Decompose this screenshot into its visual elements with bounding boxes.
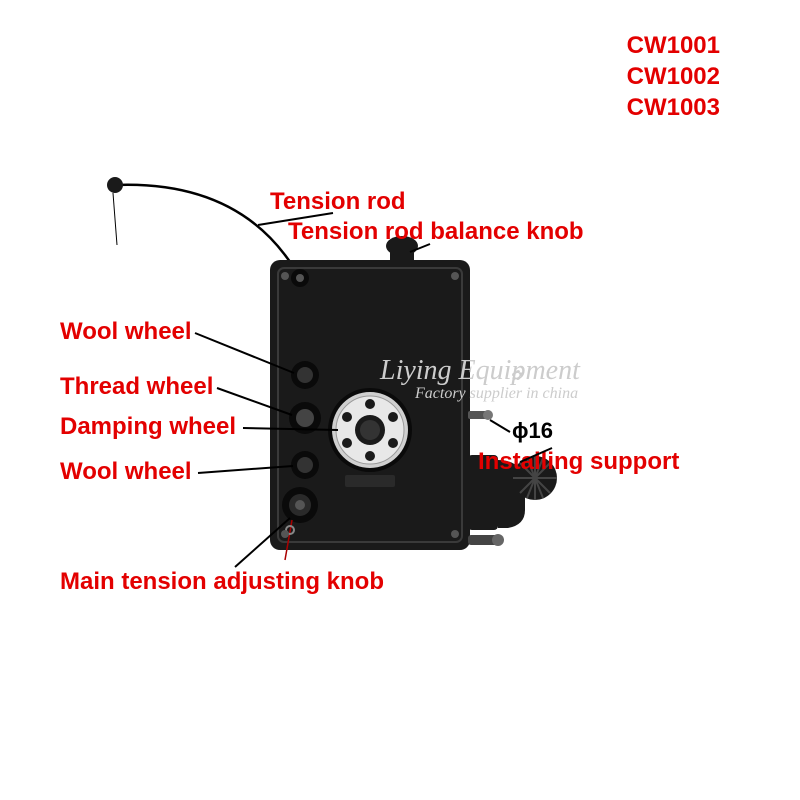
rod-end-guide xyxy=(107,177,123,193)
thread-line xyxy=(113,193,117,245)
label-wool-wheel-2: Wool wheel xyxy=(60,458,192,486)
label-wool-wheel-1: Wool wheel xyxy=(60,318,192,346)
side-pin-cap xyxy=(483,410,493,420)
label-phi16: ϕ16 xyxy=(512,418,553,444)
label-balance-knob: Tension rod balance knob xyxy=(288,218,584,246)
bottom-pin-cap xyxy=(492,534,504,546)
label-damping-wheel: Damping wheel xyxy=(60,413,236,441)
label-tension-rod: Tension rod xyxy=(270,188,406,216)
label-plate xyxy=(345,475,395,487)
label-install-support: Installing support xyxy=(478,448,679,476)
label-main-knob: Main tension adjusting knob xyxy=(60,568,384,596)
label-thread-wheel: Thread wheel xyxy=(60,373,213,401)
